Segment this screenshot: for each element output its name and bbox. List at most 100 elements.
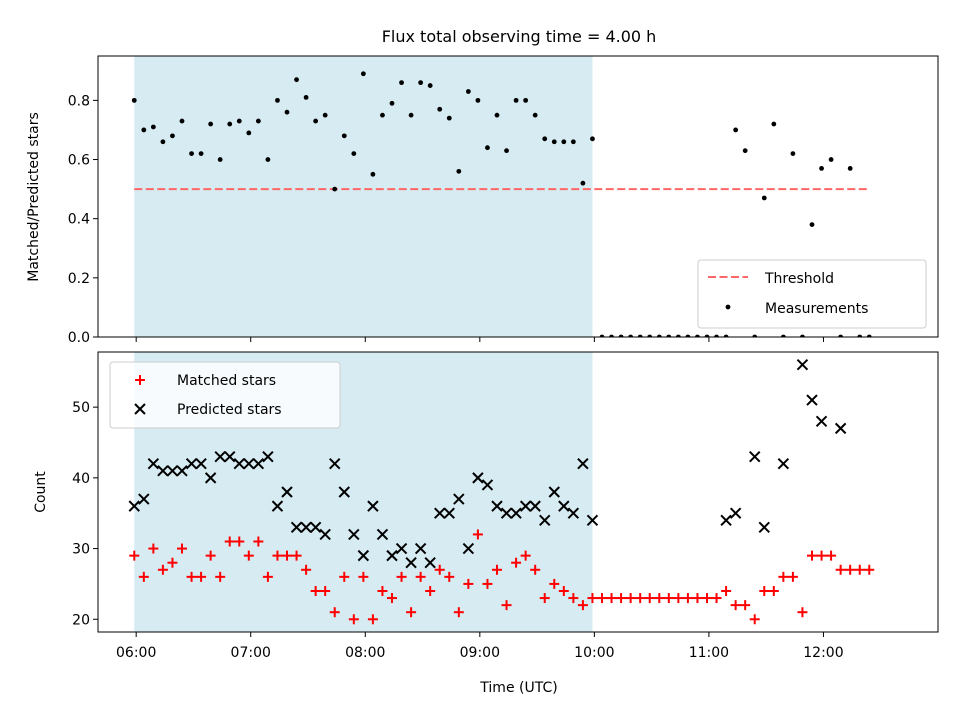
matched-point [616,593,627,604]
matched-point [396,571,407,582]
measurement-point [599,334,605,337]
measurement-point [389,100,395,106]
legend-predicted-label: Predicted stars [177,402,282,418]
measurement-point [332,186,338,192]
measurement-point [198,151,204,157]
measurement-point [227,121,233,127]
matched-point [243,550,254,561]
matched-point [835,564,846,575]
predicted-point [586,514,599,526]
predicted-point [558,500,570,512]
measurement-point [236,118,242,124]
x-tick-label: 06:00 [116,645,156,661]
matched-point [558,585,569,596]
predicted-point [338,486,350,498]
predicted-point [834,422,847,435]
matched-point [797,607,808,618]
chart-title: Flux total observing time = 4.00 h [382,27,657,46]
matched-point [291,550,302,561]
predicted-point [749,450,761,463]
measurement-point [370,171,376,177]
matched-point [453,607,464,618]
matched-point [472,529,483,540]
measurement-point [341,133,347,139]
legend-matched-swatch [135,375,145,385]
matched-point [444,571,455,582]
predicted-point [252,458,265,470]
matched-point [310,585,321,596]
measurement-point [513,97,519,103]
measurement-point [532,112,538,118]
matched-point [272,550,283,561]
matched-point [530,564,541,575]
measurement-point [217,157,223,162]
measurement-point [819,166,824,171]
matched-point [702,593,712,604]
measurement-point [485,145,490,151]
predicted-point [271,500,284,512]
measurement-point [685,334,691,337]
matched-point [196,571,207,582]
predicted-point [519,500,532,512]
measurement-point [170,133,175,139]
measurement-point [800,334,805,337]
predicted-point [233,458,245,470]
predicted-point [281,486,293,498]
measurement-point [790,151,796,157]
measurement-point [284,109,290,115]
measurement-point [246,130,252,136]
matched-point [157,564,168,575]
predicted-point [243,458,255,470]
measurement-point [838,334,844,337]
data-layer [131,71,872,337]
matched-point [138,571,149,582]
axes-frame [97,55,939,338]
legend-cross-marker [134,403,146,415]
matched-point [339,571,350,582]
matched-point [721,585,732,596]
measurement-point [809,222,815,228]
x-tick-label: 09:00 [460,645,500,661]
predicted-point [185,458,198,470]
matched-point [492,564,502,575]
matched-point [224,536,235,547]
matched-point [215,571,226,582]
bottom-ylabel: Count [33,471,49,513]
matched-point [606,593,617,604]
matched-point [415,571,426,582]
x-tick-label: 07:00 [231,645,271,661]
predicted-point [491,500,503,512]
measurement-point [294,77,299,83]
x-tick-label: 10:00 [574,645,614,661]
measurement-point [427,83,433,88]
predicted-point [300,521,312,534]
matched-point [816,550,827,561]
y-tick-label: 20 [72,612,90,628]
predicted-point [548,486,560,498]
predicted-point [539,514,551,526]
measurement-point [189,151,194,157]
measurement-point [733,127,739,133]
matched-point [768,585,779,596]
matched-point [205,550,216,561]
matched-point [358,571,369,582]
predicted-point [405,556,417,569]
measurement-point [771,121,777,127]
predicted-point [329,458,341,470]
predicted-point [138,493,150,505]
measurement-point [857,334,863,337]
predicted-point [806,394,818,406]
matched-point [778,571,789,582]
matched-point [568,593,579,604]
matched-point [711,593,722,604]
measurement-point [408,112,414,118]
matched-point [539,593,550,604]
matched-point [644,593,655,604]
matched-point [148,543,159,554]
measurement-point [637,334,643,337]
measurement-point [313,118,319,124]
matched-point [301,564,312,575]
measurement-point [150,124,156,130]
measurement-point [847,166,853,171]
matched-point [167,557,178,568]
